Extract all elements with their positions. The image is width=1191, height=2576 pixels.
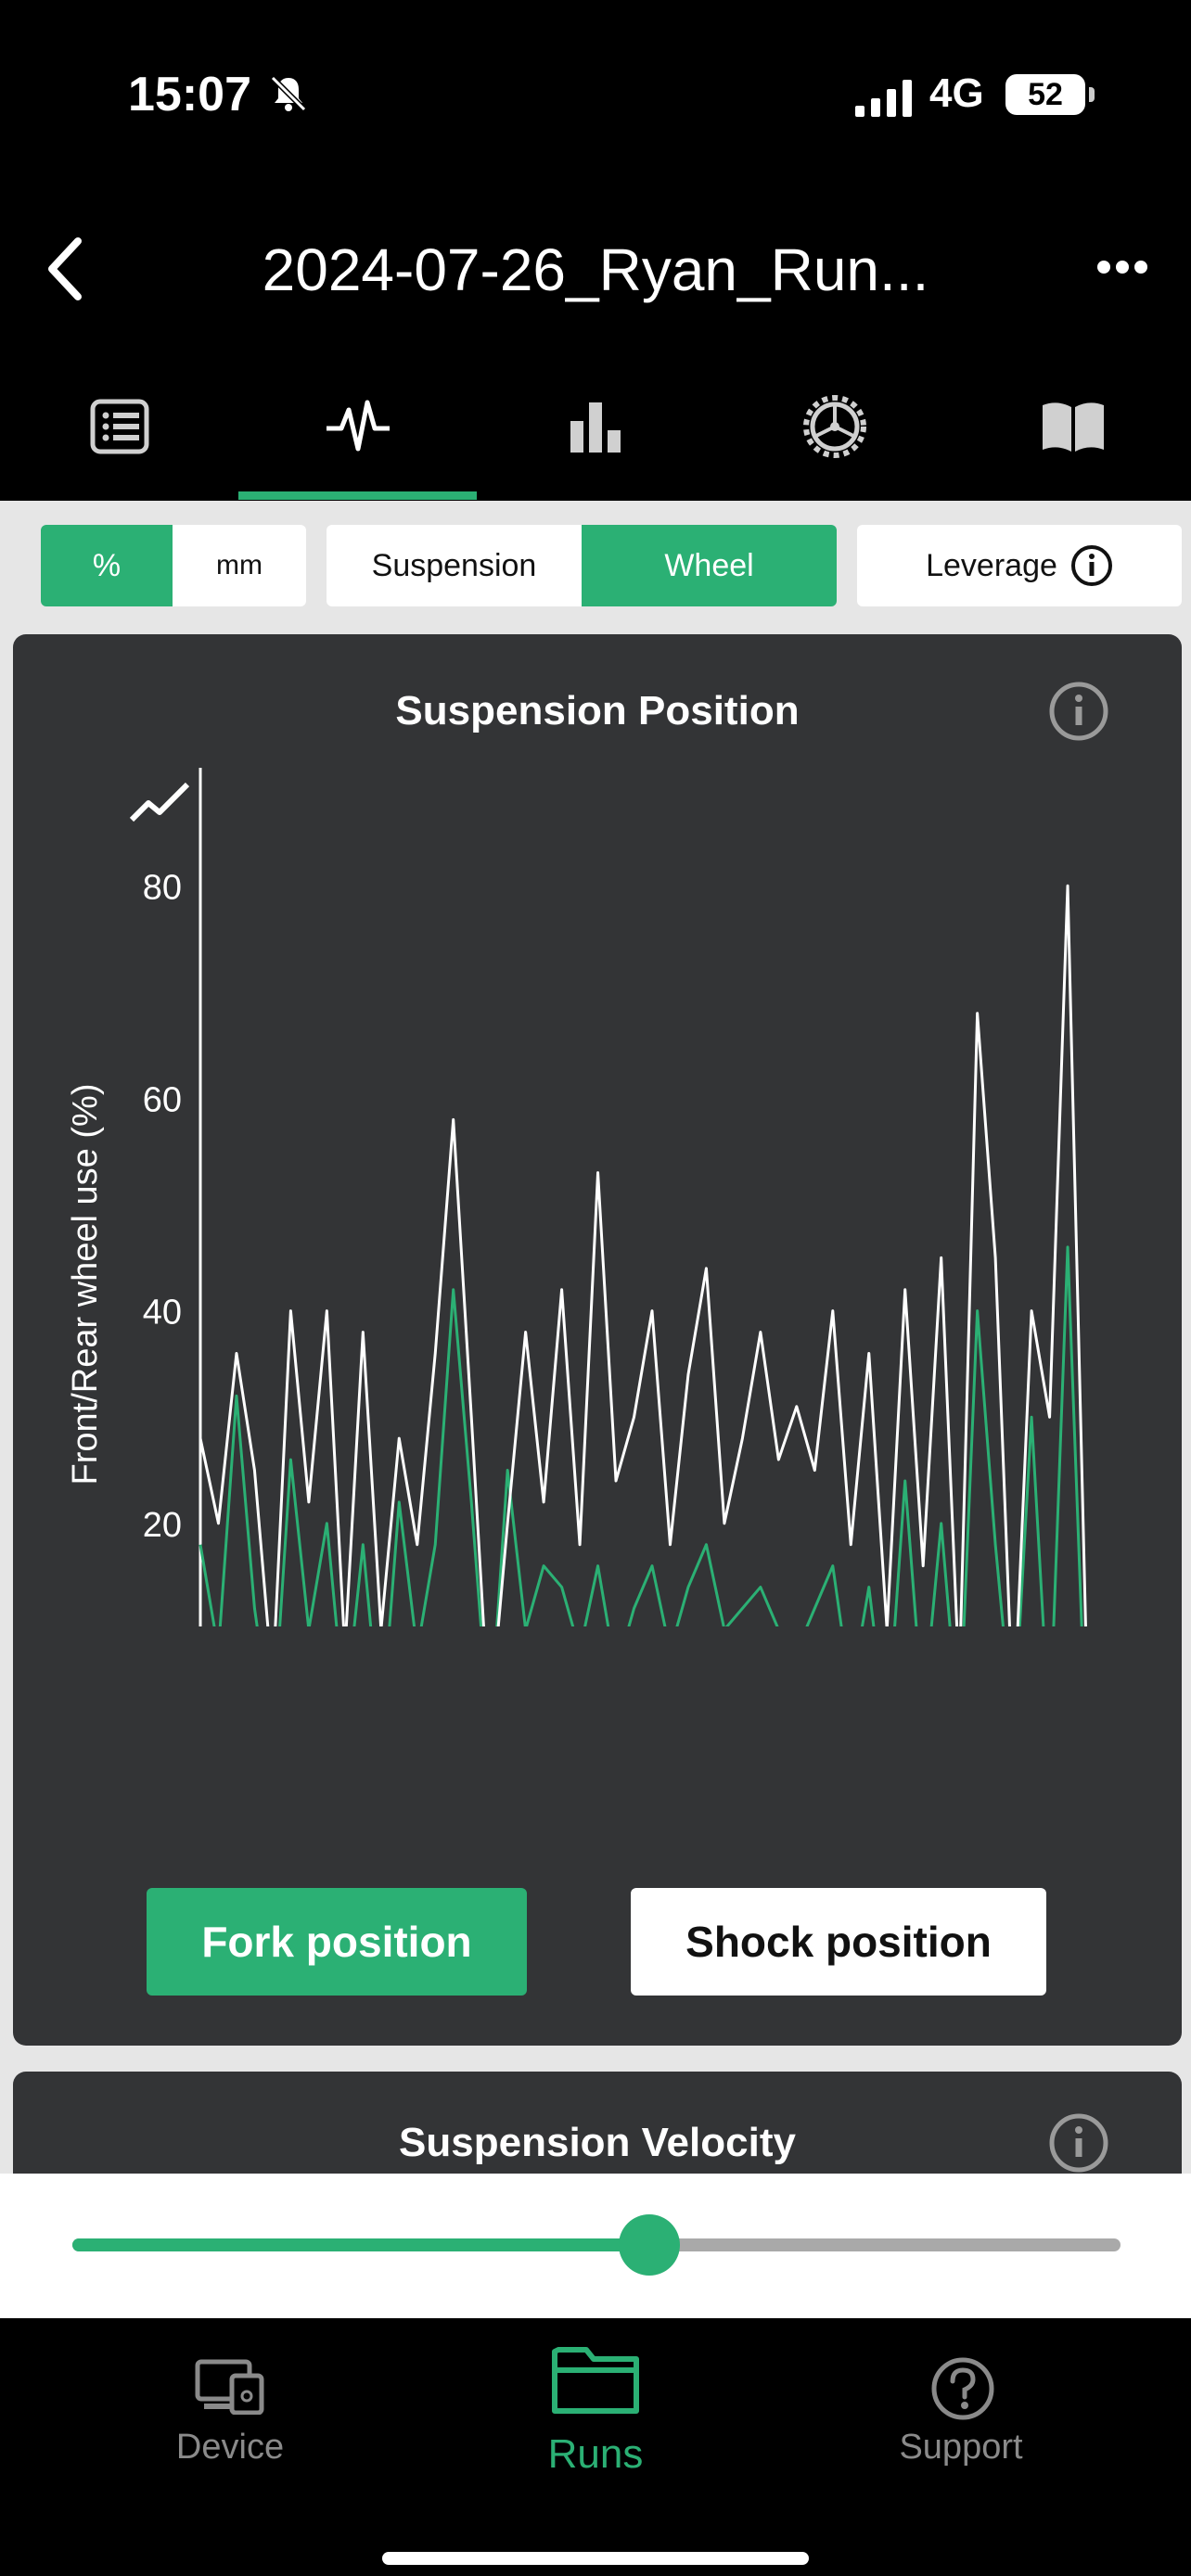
devices-icon (195, 2359, 264, 2415)
leverage-toggle[interactable]: Leverage (857, 525, 1182, 606)
app-header (0, 195, 1191, 352)
slider-fill (72, 2238, 649, 2251)
tab-bar (0, 352, 1191, 501)
active-tab-indicator (238, 491, 477, 500)
back-chevron-icon[interactable] (43, 232, 89, 306)
card-title: Suspension Velocity (399, 2120, 796, 2165)
suspension-position-chart: 020406080115120Time (s)Front/Rear wheel … (66, 768, 1087, 1626)
leverage-label: Leverage (926, 547, 1057, 583)
leverage-toggle-wrap: Leverage (857, 525, 1182, 606)
help-icon (931, 2357, 994, 2420)
sprocket-icon (802, 395, 866, 458)
y-axis-label: Front/Rear wheel use (%) (66, 1084, 105, 1486)
more-options-icon[interactable] (1095, 258, 1150, 276)
y-tick-label: 20 (143, 1506, 182, 1545)
signal-icon (855, 80, 912, 117)
suspension-toggle[interactable]: Suspension (327, 525, 582, 606)
suspension-velocity-card: Suspension Velocity (13, 2072, 1182, 2183)
tab-pulse[interactable] (238, 352, 477, 501)
status-bar: 15:07 4G 52 (0, 0, 1191, 195)
y-tick-label: 40 (143, 1294, 182, 1333)
tab-list[interactable] (0, 352, 238, 501)
nav-device[interactable]: Device (32, 2318, 429, 2504)
page-title: 2024-07-26_Ryan_Run... (262, 236, 929, 303)
y-tick-label: 80 (143, 868, 182, 907)
suspension-position-card: Suspension Position 020406080115120Time … (13, 634, 1182, 2046)
shock-position-line (198, 1245, 1083, 1626)
shock-position-button[interactable]: Shock position (631, 1888, 1046, 1996)
pulse-icon (326, 400, 390, 452)
nav-runs-label: Runs (547, 2431, 644, 2477)
nav-support[interactable]: Support (762, 2318, 1159, 2504)
nav-device-label: Device (175, 2428, 285, 2467)
fork-position-line (198, 884, 1087, 1626)
y-tick-label: 60 (143, 1080, 182, 1119)
silent-bell-icon (270, 75, 307, 112)
nav-runs[interactable]: Runs (397, 2318, 794, 2504)
folder-icon (552, 2347, 639, 2414)
list-icon (90, 399, 148, 454)
percent-toggle[interactable]: % (41, 525, 173, 606)
zoom-toggle-icon[interactable] (129, 782, 190, 823)
info-icon[interactable] (1048, 2112, 1109, 2174)
tab-book[interactable] (954, 352, 1191, 501)
book-icon (1042, 402, 1104, 452)
status-time: 15:07 (128, 68, 251, 121)
chart-axes: 020406080115120Time (s)Front/Rear wheel … (66, 768, 202, 1626)
info-icon[interactable] (1048, 681, 1109, 742)
mode-toggle: Suspension Wheel (327, 525, 837, 606)
slider-thumb[interactable] (618, 2214, 680, 2276)
home-indicator (382, 2552, 809, 2565)
network-type: 4G (929, 70, 984, 116)
wheel-toggle[interactable]: Wheel (582, 525, 837, 606)
card-title: Suspension Position (395, 688, 800, 733)
chart-series (198, 884, 1087, 1626)
fork-position-button[interactable]: Fork position (147, 1888, 527, 1996)
info-icon (1070, 545, 1112, 586)
bottom-nav: Device Runs Support (0, 2318, 1191, 2576)
nav-support-label: Support (899, 2428, 1023, 2467)
tab-bar-chart[interactable] (477, 352, 715, 501)
tab-sprocket[interactable] (715, 352, 954, 501)
unit-toggle: % mm (41, 525, 306, 606)
battery-icon: 52 (1005, 74, 1095, 115)
mm-toggle[interactable]: mm (173, 525, 306, 606)
bar-chart-icon (570, 402, 621, 453)
